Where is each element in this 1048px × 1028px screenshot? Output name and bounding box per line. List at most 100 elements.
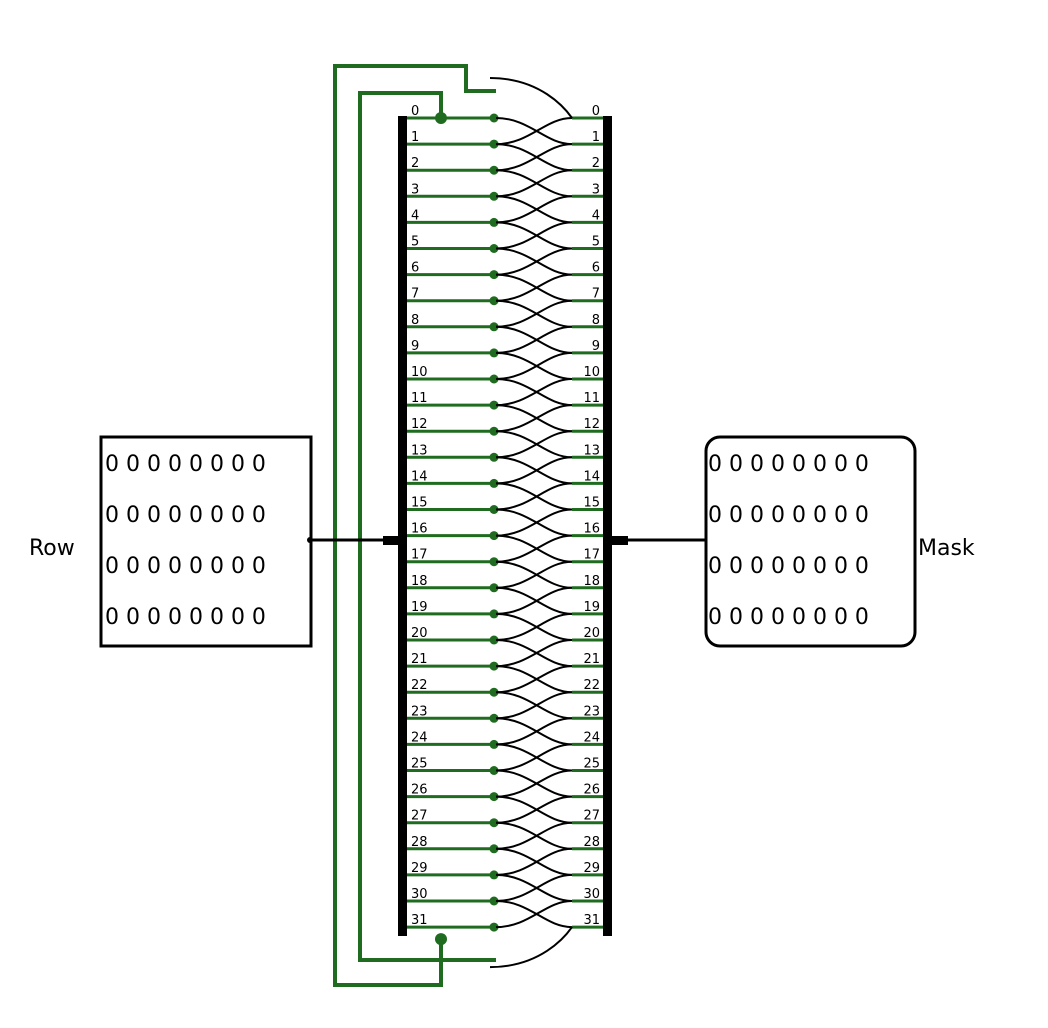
gate-input-curve-up <box>495 404 573 433</box>
left-splitter-bus-stub <box>383 536 399 545</box>
row-pin-box <box>99 435 313 648</box>
left-bit-label: 16 <box>411 522 428 537</box>
right-bit-label: 29 <box>583 861 600 876</box>
left-bit-label: 23 <box>411 704 428 719</box>
right-bit-label: 18 <box>583 574 600 589</box>
left-bit-label: 5 <box>411 235 419 250</box>
right-bit-label: 7 <box>592 287 600 302</box>
left-bit-label: 15 <box>411 496 428 511</box>
feedback-wire-inner[interactable] <box>358 91 496 962</box>
gate-input-curve-up <box>495 665 573 694</box>
mask-bits-line-1: 0 0 0 0 0 0 0 0 <box>708 452 869 477</box>
gate-input-curve-up <box>495 508 573 537</box>
row-bits-line-2: 0 0 0 0 0 0 0 0 <box>105 503 266 528</box>
right-bit-label: 13 <box>583 443 600 458</box>
left-bit-label: 12 <box>411 417 428 432</box>
right-bit-label: 3 <box>592 182 600 197</box>
gate-input-curve-down <box>495 456 573 485</box>
row-bits-line-4: 0 0 0 0 0 0 0 0 <box>105 605 266 630</box>
gate-input-curve-down <box>495 900 573 929</box>
left-bit-label: 8 <box>411 313 419 328</box>
gate-input-curve-up <box>495 247 573 276</box>
wire-junction <box>489 217 499 227</box>
gate-input-curve-down <box>495 430 573 459</box>
left-bit-label: 26 <box>411 783 428 798</box>
wire-junction <box>489 896 499 906</box>
row-input-pin[interactable]: 0 0 0 0 0 0 0 0 0 0 0 0 0 0 0 0 0 0 0 0 … <box>99 435 313 648</box>
left-bit-label: 18 <box>411 574 428 589</box>
wire-junction <box>489 478 499 488</box>
gate-input-curve-up <box>495 743 573 772</box>
left-bit-label: 31 <box>411 913 428 928</box>
wire-junction <box>489 270 499 280</box>
gate-input-curve-up <box>495 221 573 250</box>
left-bit-label: 19 <box>411 600 428 615</box>
right-bit-label: 21 <box>583 652 600 667</box>
gate-input-curve-up <box>495 169 573 198</box>
right-bit-label: 5 <box>592 235 600 250</box>
right-bit-label: 30 <box>583 887 600 902</box>
bit-wires <box>407 113 603 932</box>
left-bit-label: 1 <box>411 130 419 145</box>
right-bit-label: 19 <box>583 600 600 615</box>
gate-input-curve-up <box>495 273 573 302</box>
right-bit-label: 1 <box>592 130 600 145</box>
left-bit-label: 20 <box>411 626 428 641</box>
left-bit-label: 24 <box>411 730 428 745</box>
gate-input-curve-up <box>495 560 573 589</box>
right-bit-label: 14 <box>583 469 600 484</box>
wire-junction <box>489 557 499 567</box>
right-bit-label: 4 <box>592 208 600 223</box>
left-bit-label: 4 <box>411 208 419 223</box>
left-splitter[interactable] <box>398 116 407 936</box>
right-bit-label: 25 <box>583 757 600 772</box>
gate-input-curve-down <box>495 795 573 824</box>
gate-input-curve-down <box>495 639 573 668</box>
gate-input-curve-up <box>495 456 573 485</box>
gate-input-curve-down <box>495 247 573 276</box>
wire-junction <box>489 296 499 306</box>
gate-input-curve-down <box>495 821 573 850</box>
wire-junction <box>489 531 499 541</box>
wire-junction <box>489 505 499 514</box>
right-bit-label: 9 <box>592 339 600 354</box>
right-splitter-labels: 0123456789101112131415161718192021222324… <box>583 104 600 928</box>
gate-input-curve-up <box>495 430 573 459</box>
gate-input-curve-down <box>495 404 573 433</box>
wire-junction <box>489 244 499 253</box>
gate-input-curve-up <box>495 195 573 224</box>
left-bit-label: 14 <box>411 469 428 484</box>
gate-input-curve-down <box>495 117 573 146</box>
wire-junction <box>489 322 499 332</box>
gate-input-curve-up <box>495 325 573 354</box>
or-gates <box>489 77 573 969</box>
gate-input-curve-up <box>495 639 573 668</box>
mask-bits-line-2: 0 0 0 0 0 0 0 0 <box>708 503 869 528</box>
left-splitter-bar <box>398 116 407 936</box>
gate-input-curve-down <box>495 508 573 537</box>
wire-junction <box>489 792 499 802</box>
gate-input-curve-up <box>495 873 573 902</box>
feedback-wire-outer[interactable] <box>333 64 496 987</box>
wire-junction <box>489 922 499 932</box>
wire-junction <box>489 139 499 149</box>
wire-junction <box>489 766 499 775</box>
wire-junction <box>489 609 499 619</box>
gate-input-curve-down <box>495 612 573 641</box>
wire-junction <box>489 583 499 593</box>
right-splitter-bar <box>603 116 612 936</box>
mask-output-pin[interactable]: 0 0 0 0 0 0 0 0 0 0 0 0 0 0 0 0 0 0 0 0 … <box>704 435 917 648</box>
gate-arc-top <box>489 77 573 119</box>
left-bit-label: 29 <box>411 861 428 876</box>
left-bit-label: 7 <box>411 287 419 302</box>
right-bit-label: 26 <box>583 783 600 798</box>
left-bit-label: 0 <box>411 104 419 119</box>
gate-input-curve-up <box>495 821 573 850</box>
gate-input-curve-down <box>495 273 573 302</box>
left-bit-label: 11 <box>411 391 428 406</box>
right-splitter[interactable] <box>603 116 612 936</box>
gate-input-curve-up <box>495 691 573 720</box>
right-bit-label: 0 <box>592 104 600 119</box>
wire-junction <box>489 113 499 123</box>
